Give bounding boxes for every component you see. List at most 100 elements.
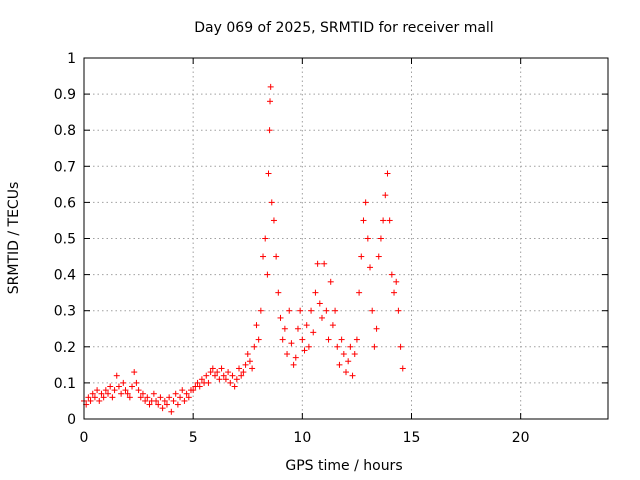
data-point xyxy=(240,369,247,376)
data-point xyxy=(98,390,105,397)
x-tick-label: 20 xyxy=(512,430,530,446)
data-point xyxy=(168,408,175,415)
data-point xyxy=(150,390,157,397)
data-point xyxy=(294,325,301,332)
data-point xyxy=(321,260,328,267)
data-point xyxy=(118,390,125,397)
data-point xyxy=(399,365,406,372)
data-point xyxy=(214,369,221,376)
data-point xyxy=(207,369,214,376)
y-axis-title: SRMTID / TECUs xyxy=(6,182,22,295)
data-point xyxy=(290,361,297,368)
data-point xyxy=(343,369,349,376)
data-point xyxy=(139,390,146,397)
data-point xyxy=(369,307,376,314)
data-point xyxy=(351,351,358,358)
data-point xyxy=(105,390,112,397)
data-point xyxy=(198,376,205,383)
data-point xyxy=(286,307,293,314)
y-tick-label: 0.7 xyxy=(54,159,76,175)
data-point xyxy=(316,300,323,307)
data-point xyxy=(89,390,96,397)
chart-title: Day 069 of 2025, SRMTID for receiver mal… xyxy=(194,20,493,36)
data-point xyxy=(137,394,144,401)
data-point xyxy=(391,289,398,296)
data-point xyxy=(384,170,391,177)
data-point xyxy=(244,351,251,358)
data-point xyxy=(308,307,315,314)
x-tick-label: 15 xyxy=(403,430,421,446)
x-tick-label: 5 xyxy=(189,430,198,446)
data-point xyxy=(297,307,304,314)
data-point xyxy=(124,390,131,397)
data-point xyxy=(87,397,94,404)
data-point xyxy=(249,365,256,372)
data-point xyxy=(353,336,360,343)
data-point xyxy=(268,199,275,206)
y-tick-label: 0.3 xyxy=(54,304,76,320)
y-tick-label: 0.5 xyxy=(54,232,76,248)
data-point xyxy=(345,358,352,365)
data-point xyxy=(113,372,120,379)
data-point xyxy=(205,379,212,386)
data-point xyxy=(380,217,387,224)
data-point xyxy=(323,307,330,314)
data-point xyxy=(395,307,402,314)
data-point xyxy=(102,387,109,394)
data-point xyxy=(393,278,400,285)
y-tick-label: 0.9 xyxy=(54,87,76,103)
data-point xyxy=(94,387,101,394)
data-point xyxy=(183,390,190,397)
data-point xyxy=(386,217,393,224)
data-point xyxy=(270,217,277,224)
data-point xyxy=(279,336,286,343)
data-point xyxy=(301,347,308,354)
data-point xyxy=(273,253,280,260)
data-point xyxy=(218,365,225,372)
data-point xyxy=(284,351,291,358)
y-tick-label: 0.8 xyxy=(54,123,76,139)
data-point xyxy=(203,372,210,379)
data-point xyxy=(174,401,181,408)
data-point xyxy=(131,369,138,376)
data-point xyxy=(255,336,262,343)
data-point xyxy=(262,235,269,242)
data-point xyxy=(397,343,404,350)
data-point xyxy=(185,394,192,401)
y-tick-label: 0.6 xyxy=(54,195,76,211)
data-point xyxy=(177,394,184,401)
data-point xyxy=(362,199,369,206)
data-point xyxy=(170,397,177,404)
grid-layer xyxy=(84,58,608,419)
data-point xyxy=(332,307,339,314)
data-point xyxy=(220,372,227,379)
data-point xyxy=(318,314,325,321)
data-point xyxy=(242,361,249,368)
data-point xyxy=(120,379,127,386)
data-point xyxy=(288,340,295,347)
data-point xyxy=(275,289,282,296)
data-point xyxy=(109,394,116,401)
data-point xyxy=(222,376,229,383)
data-point xyxy=(181,397,188,404)
data-point xyxy=(388,271,395,278)
data-point xyxy=(163,401,170,408)
data-point xyxy=(142,397,149,404)
data-point xyxy=(292,354,299,361)
data-point xyxy=(303,322,310,329)
data-point xyxy=(209,365,216,372)
data-point xyxy=(312,289,319,296)
x-tick-label: 10 xyxy=(293,430,311,446)
data-point xyxy=(277,314,284,321)
data-point xyxy=(85,394,92,401)
data-point xyxy=(281,325,288,332)
data-point xyxy=(336,361,343,368)
y-tick-label: 1 xyxy=(67,51,76,67)
data-point xyxy=(236,365,243,372)
data-point xyxy=(260,253,267,260)
data-point xyxy=(172,390,179,397)
data-point xyxy=(100,394,107,401)
data-point xyxy=(111,387,118,394)
data-point xyxy=(155,401,162,408)
